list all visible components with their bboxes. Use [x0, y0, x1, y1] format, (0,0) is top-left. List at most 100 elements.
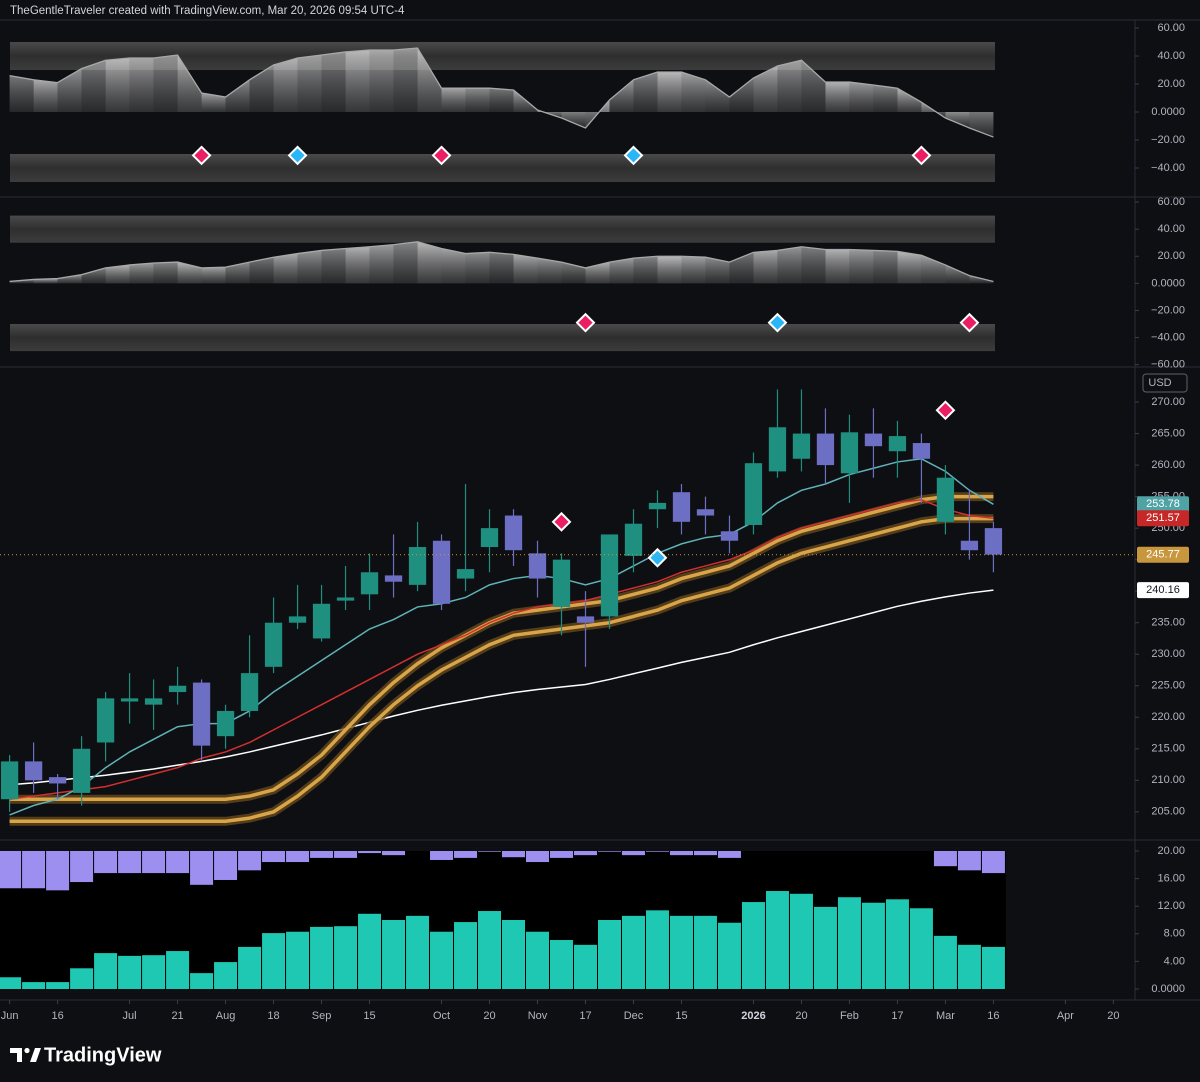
level-band [10, 154, 995, 183]
area-segment [321, 51, 346, 113]
area-segment [393, 241, 418, 284]
x-tick-label: Feb [840, 1010, 859, 1022]
area-segment [777, 246, 802, 284]
histogram-bar [789, 893, 813, 989]
histogram-bar [262, 933, 286, 989]
candle-body [624, 523, 643, 556]
candle-body [96, 698, 115, 743]
area-segment [849, 249, 874, 284]
candle-body [360, 572, 379, 595]
price-tag [1137, 510, 1189, 527]
signal-fill [650, 550, 665, 565]
area-segment [201, 92, 226, 113]
signal-fill [578, 315, 593, 330]
y-tick-label: 235.00 [1151, 617, 1185, 629]
area-segment [393, 48, 418, 113]
area-segment [513, 254, 538, 284]
histogram-bar [190, 973, 214, 989]
histogram-bar [214, 851, 238, 880]
x-tick-label: Nov [528, 1010, 548, 1022]
candle-body [192, 682, 211, 746]
histogram-bar [957, 944, 981, 989]
area-line [9, 241, 994, 283]
histogram-bar [526, 931, 550, 989]
band-line [9, 516, 994, 824]
histogram-bar [693, 851, 717, 856]
area-segment [585, 262, 610, 284]
histogram-bar [981, 851, 1005, 874]
candle-body [48, 777, 67, 784]
x-tick-label: Jun [1, 1010, 19, 1022]
signal-fill [554, 514, 569, 529]
y-tick-label: 16.00 [1157, 873, 1185, 885]
histogram-bar [286, 931, 310, 989]
area-segment [657, 256, 682, 284]
area-segment [777, 60, 802, 113]
signal-diamond [959, 312, 980, 333]
area-segment [321, 248, 346, 284]
area-segment [105, 57, 130, 113]
signal-diamond [191, 145, 212, 166]
candle-body [432, 540, 451, 604]
area-segment [489, 252, 514, 284]
histogram-bar [118, 955, 142, 989]
y-tick-label: 265.00 [1151, 427, 1185, 439]
x-tick-label: Aug [216, 1010, 236, 1022]
candle-body [744, 463, 763, 525]
histogram-bar [70, 968, 94, 989]
y-tick-label: 210.00 [1151, 774, 1185, 786]
signal-diamond [431, 145, 452, 166]
histogram-bar [573, 851, 597, 856]
price-tag-label: 240.16 [1146, 584, 1180, 596]
x-tick-label: 20 [1107, 1010, 1119, 1022]
histogram-bar [478, 911, 502, 989]
x-tick-label: 18 [267, 1010, 279, 1022]
histogram-bar [957, 851, 981, 871]
histogram-bar [286, 851, 310, 863]
candle-body [480, 528, 499, 548]
candle-body [720, 531, 739, 541]
area-segment [225, 262, 250, 284]
histogram-bar [526, 851, 550, 863]
histogram-bar [22, 982, 46, 989]
area-segment [921, 102, 946, 119]
histogram-bar [645, 910, 669, 989]
histogram-bar [837, 897, 861, 989]
y-tick-label: 60.00 [1157, 22, 1185, 34]
area-segment [153, 55, 178, 113]
candle-body [240, 673, 259, 711]
area-segment [129, 57, 154, 113]
histogram-bar [933, 935, 957, 989]
area-segment [249, 257, 274, 284]
signal-fill [194, 148, 209, 163]
y-tick-label: 12.00 [1157, 900, 1185, 912]
histogram-bar [358, 913, 382, 989]
area-segment [345, 49, 370, 113]
signal-diamond [935, 400, 956, 421]
candle-body [672, 492, 691, 522]
x-tick-label: 17 [579, 1010, 591, 1022]
price-tag [1137, 582, 1189, 599]
candle-body [576, 616, 595, 623]
area-segment [537, 258, 562, 284]
price-tag-label: 253.78 [1146, 498, 1180, 510]
area-segment [465, 252, 490, 284]
area-segment [417, 48, 442, 113]
histogram-bar [358, 851, 382, 854]
area-segment [177, 55, 202, 113]
histogram-bar [430, 931, 454, 989]
area-segment [297, 250, 322, 284]
y-tick-label: 220.00 [1151, 711, 1185, 723]
area-segment [825, 82, 850, 113]
candle-body [936, 477, 955, 522]
histogram-bar [334, 851, 358, 858]
area-segment [225, 79, 250, 113]
histogram-bar [669, 851, 693, 856]
price-tag [1137, 496, 1189, 513]
histogram-bar [478, 851, 502, 852]
area-segment [633, 256, 658, 284]
candle-body [528, 553, 547, 579]
histogram-bar [645, 851, 669, 852]
area-segment [369, 244, 394, 284]
candle-body [384, 575, 403, 582]
